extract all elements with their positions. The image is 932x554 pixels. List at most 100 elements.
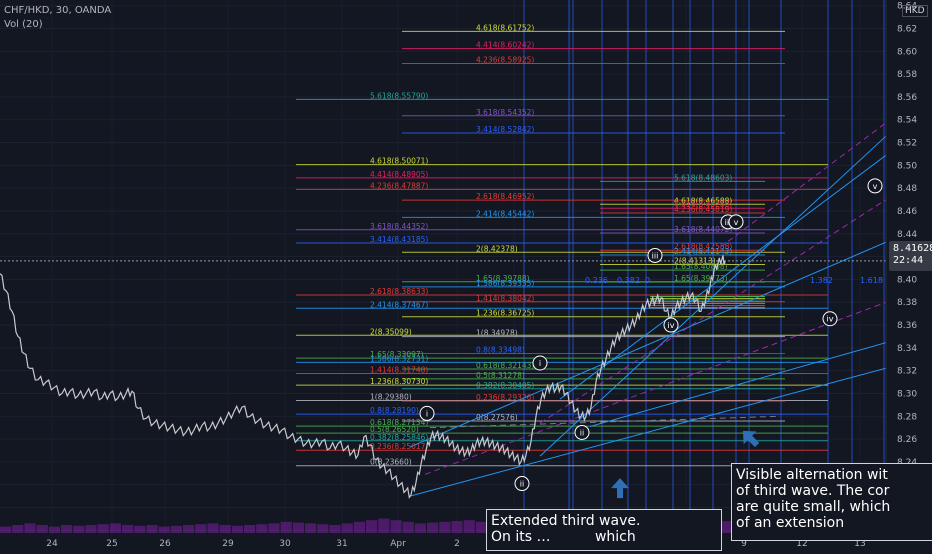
price-tick-label: 8.32 xyxy=(897,367,917,377)
volume-bar xyxy=(268,523,280,533)
price-tick-label: 8.34 xyxy=(897,344,917,354)
trend-line xyxy=(559,120,932,400)
arrow-shape xyxy=(742,430,760,448)
price-tick-label: 8.58 xyxy=(897,70,917,80)
volume-bar xyxy=(427,522,439,533)
volume-bar xyxy=(24,523,36,533)
wave-label-circle xyxy=(419,405,435,421)
price-tick-label: 8.24 xyxy=(897,458,917,468)
time-tick-label: Apr xyxy=(390,539,406,549)
volume-bar xyxy=(170,525,182,533)
fib-level-label: 4.236(8.47887) xyxy=(370,181,428,190)
volume-bar xyxy=(341,523,353,533)
wave-label: v xyxy=(734,218,739,227)
retracement-label: 0.236 xyxy=(585,276,608,285)
trend-line xyxy=(409,355,932,497)
fib-level-label: 4.414(8.46240) xyxy=(674,200,732,209)
price-tick-label: 8.44 xyxy=(897,230,917,240)
fib-level-label: 0.8(8.33498) xyxy=(476,346,525,355)
fib-level-label: 4.414(8.48905) xyxy=(370,170,428,179)
wave-label: iii xyxy=(725,218,732,227)
wave-label: iv xyxy=(668,321,675,330)
volume-bar xyxy=(317,524,329,533)
volume-bar xyxy=(146,525,158,533)
trend-line xyxy=(539,93,932,457)
fib-level-label: 1.586(8.32731) xyxy=(370,354,428,363)
fib-level-label: 0.236(8.25017) xyxy=(370,442,428,451)
last-price-value: 8.41628 xyxy=(893,243,932,254)
retracement-label: 0 xyxy=(645,276,650,285)
volume-bar xyxy=(0,526,12,533)
volume-bar xyxy=(85,525,97,533)
symbol-title: CHF/HKD, 30, OANDA xyxy=(4,5,112,16)
volume-bar xyxy=(475,521,487,533)
wave-label-circle xyxy=(822,311,838,327)
fib-level-label: 2.618(8.38633) xyxy=(370,287,428,296)
fib-level-label: 0.382(8.25846) xyxy=(370,433,428,442)
fib-level-label: 0.236(8.29326) xyxy=(476,393,534,402)
price-tick-label: 8.64 xyxy=(897,2,917,12)
wave-label-circle xyxy=(514,476,530,492)
time-tick-label: 31 xyxy=(336,539,347,549)
fib-level-label: 4.236(8.45819) xyxy=(674,205,732,214)
volume-bar xyxy=(402,521,414,533)
price-tick-label: 8.60 xyxy=(897,47,917,57)
price-tick-label: 8.54 xyxy=(897,116,917,126)
time-tick-label: 29 xyxy=(222,539,234,549)
fib-level-label: 1(8.34978) xyxy=(476,329,518,338)
price-tick-label: 8.40 xyxy=(897,275,917,285)
annotation-extended-third-wave[interactable]: Extended third wave. On its … which xyxy=(486,509,722,551)
fib-level-label: 3.618(8.54352) xyxy=(476,108,534,117)
volume-bar xyxy=(390,520,402,533)
volume-bar xyxy=(378,518,390,533)
volume-bar xyxy=(463,520,475,533)
fib-level-label: 0.618(8.27134) xyxy=(370,418,428,427)
retracement-label: 1.382 xyxy=(810,276,833,285)
volume-bar xyxy=(353,521,365,533)
wave-label-circle xyxy=(647,247,663,263)
fib-level-label: 1.414(8.31748) xyxy=(370,365,428,374)
fib-level-label: 0.618(8.32143) xyxy=(476,361,534,370)
fib-level-label: 1.65(8.40808) xyxy=(674,262,728,271)
fib-level-label: 0.8(8.28190) xyxy=(370,406,419,415)
fib-level-label: 3.618(8.44072) xyxy=(674,225,732,234)
wave-label: v xyxy=(873,182,878,191)
fib-level-label: 0.5(8.26520) xyxy=(370,425,419,434)
price-tick-label: 8.62 xyxy=(897,25,917,35)
wave-label-circle xyxy=(728,214,744,230)
wave-label: ii xyxy=(580,428,584,437)
trend-line xyxy=(589,329,932,428)
bar-countdown: 22:44 xyxy=(893,255,924,266)
fib-level-label: 0.382(8.30405) xyxy=(476,381,534,390)
volume-bar xyxy=(719,521,731,533)
wave-label: iii xyxy=(652,251,659,260)
volume-bar xyxy=(329,525,341,533)
volume-bar xyxy=(183,525,195,533)
price-tick-label: 8.38 xyxy=(897,298,917,308)
price-tick-label: 8.30 xyxy=(897,389,917,399)
fib-level-label: 2.414(8.45442) xyxy=(476,209,534,218)
time-tick-label: 13 xyxy=(854,539,865,549)
fib-level-label: 1(8.29380) xyxy=(370,393,412,402)
currency-badge[interactable]: HKD xyxy=(902,5,928,17)
annotation-alternation[interactable]: Visible alternation wit of third wave. T… xyxy=(731,463,932,541)
volume-bar xyxy=(109,523,121,533)
volume-bar xyxy=(414,523,426,533)
time-tick-label: 9 xyxy=(741,539,747,549)
fib-level-label: 5.618(8.55790) xyxy=(370,91,428,100)
volume-indicator-label: Vol (20) xyxy=(4,19,43,30)
volume-bar xyxy=(195,524,207,533)
volume-bar xyxy=(280,521,292,533)
price-series-line xyxy=(0,255,726,499)
fib-level-label: 2(8.41313) xyxy=(674,256,716,265)
fib-level-label: 0(8.27576) xyxy=(476,413,518,422)
fib-level-label: 4.414(8.60242) xyxy=(476,41,534,50)
volume-bar xyxy=(158,526,170,533)
volume-bar xyxy=(256,524,268,533)
fib-level-label: 3.414(8.52842) xyxy=(476,125,534,134)
fib-level-label: 4.618(8.50071) xyxy=(370,157,428,166)
price-tick-label: 8.46 xyxy=(897,207,917,217)
